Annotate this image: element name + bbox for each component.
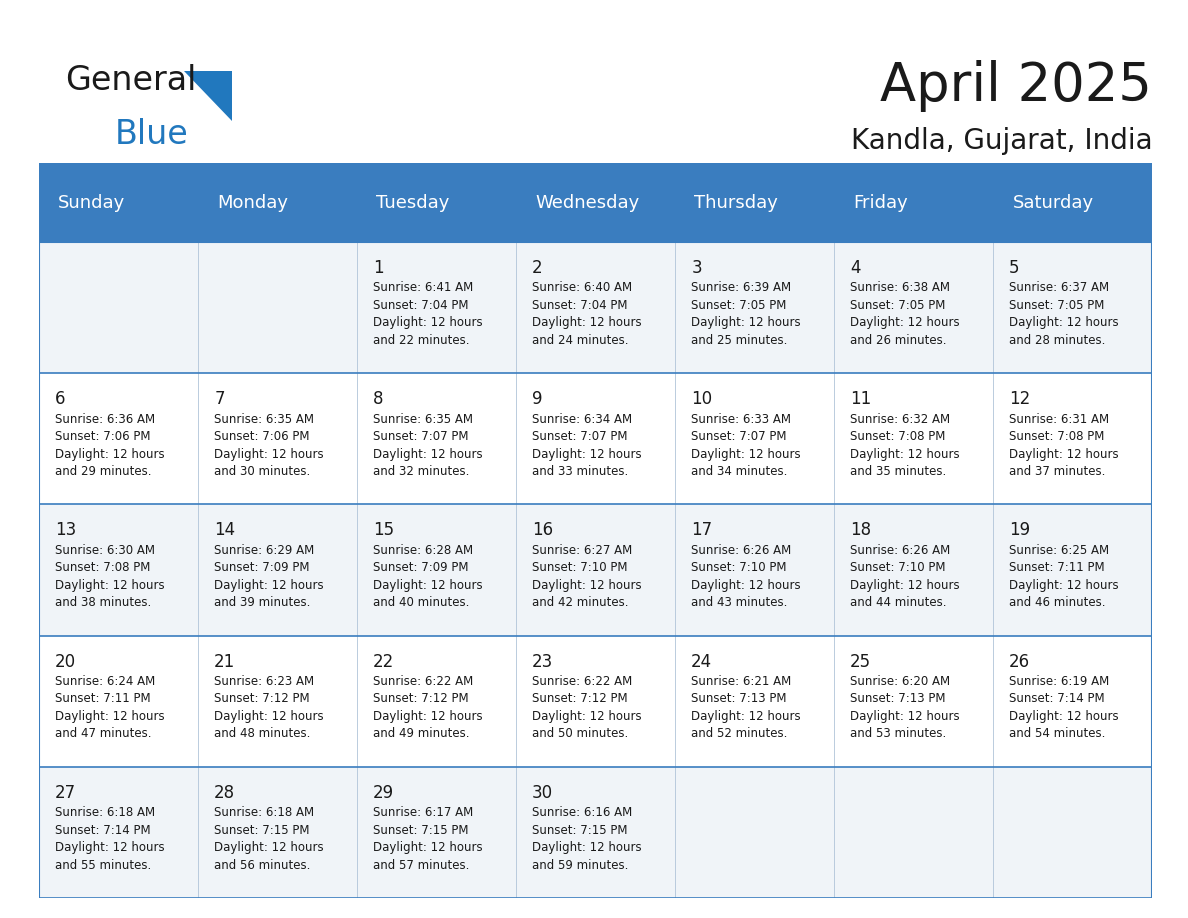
Text: 14: 14	[214, 521, 235, 540]
Text: 3: 3	[691, 259, 702, 277]
Text: 22: 22	[373, 653, 394, 670]
Text: Sunrise: 6:31 AM
Sunset: 7:08 PM
Daylight: 12 hours
and 37 minutes.: Sunrise: 6:31 AM Sunset: 7:08 PM Dayligh…	[1010, 412, 1119, 478]
Text: 16: 16	[532, 521, 554, 540]
Text: 4: 4	[851, 259, 861, 277]
Text: Sunrise: 6:16 AM
Sunset: 7:15 PM
Daylight: 12 hours
and 59 minutes.: Sunrise: 6:16 AM Sunset: 7:15 PM Dayligh…	[532, 806, 642, 871]
Text: 23: 23	[532, 653, 554, 670]
Text: 30: 30	[532, 784, 554, 801]
Text: Sunrise: 6:35 AM
Sunset: 7:07 PM
Daylight: 12 hours
and 32 minutes.: Sunrise: 6:35 AM Sunset: 7:07 PM Dayligh…	[373, 412, 482, 478]
Text: Blue: Blue	[115, 118, 189, 151]
Text: Sunrise: 6:33 AM
Sunset: 7:07 PM
Daylight: 12 hours
and 34 minutes.: Sunrise: 6:33 AM Sunset: 7:07 PM Dayligh…	[691, 412, 801, 478]
Text: 12: 12	[1010, 390, 1030, 409]
Bar	[39, 635, 1152, 767]
Text: Sunrise: 6:27 AM
Sunset: 7:10 PM
Daylight: 12 hours
and 42 minutes.: Sunrise: 6:27 AM Sunset: 7:10 PM Dayligh…	[532, 543, 642, 610]
Text: 8: 8	[373, 390, 384, 409]
Text: Sunrise: 6:30 AM
Sunset: 7:08 PM
Daylight: 12 hours
and 38 minutes.: Sunrise: 6:30 AM Sunset: 7:08 PM Dayligh…	[55, 543, 165, 610]
Text: General: General	[65, 64, 197, 97]
Text: Sunrise: 6:23 AM
Sunset: 7:12 PM
Daylight: 12 hours
and 48 minutes.: Sunrise: 6:23 AM Sunset: 7:12 PM Dayligh…	[214, 675, 324, 740]
Text: Sunrise: 6:21 AM
Sunset: 7:13 PM
Daylight: 12 hours
and 52 minutes.: Sunrise: 6:21 AM Sunset: 7:13 PM Dayligh…	[691, 675, 801, 740]
Text: Sunrise: 6:22 AM
Sunset: 7:12 PM
Daylight: 12 hours
and 50 minutes.: Sunrise: 6:22 AM Sunset: 7:12 PM Dayligh…	[532, 675, 642, 740]
Text: Sunrise: 6:40 AM
Sunset: 7:04 PM
Daylight: 12 hours
and 24 minutes.: Sunrise: 6:40 AM Sunset: 7:04 PM Dayligh…	[532, 282, 642, 347]
Text: 9: 9	[532, 390, 543, 409]
Bar	[39, 504, 1152, 635]
Text: 7: 7	[214, 390, 225, 409]
Text: 10: 10	[691, 390, 713, 409]
Text: Wednesday: Wednesday	[536, 194, 639, 212]
Text: 21: 21	[214, 653, 235, 670]
Text: 27: 27	[55, 784, 76, 801]
Text: Sunrise: 6:28 AM
Sunset: 7:09 PM
Daylight: 12 hours
and 40 minutes.: Sunrise: 6:28 AM Sunset: 7:09 PM Dayligh…	[373, 543, 482, 610]
Text: 19: 19	[1010, 521, 1030, 540]
Bar	[39, 163, 1152, 242]
Bar	[39, 374, 1152, 504]
Text: Sunrise: 6:18 AM
Sunset: 7:14 PM
Daylight: 12 hours
and 55 minutes.: Sunrise: 6:18 AM Sunset: 7:14 PM Dayligh…	[55, 806, 165, 871]
Text: 18: 18	[851, 521, 871, 540]
Text: 20: 20	[55, 653, 76, 670]
Text: Sunrise: 6:29 AM
Sunset: 7:09 PM
Daylight: 12 hours
and 39 minutes.: Sunrise: 6:29 AM Sunset: 7:09 PM Dayligh…	[214, 543, 324, 610]
Text: Sunrise: 6:18 AM
Sunset: 7:15 PM
Daylight: 12 hours
and 56 minutes.: Sunrise: 6:18 AM Sunset: 7:15 PM Dayligh…	[214, 806, 324, 871]
Text: Sunrise: 6:38 AM
Sunset: 7:05 PM
Daylight: 12 hours
and 26 minutes.: Sunrise: 6:38 AM Sunset: 7:05 PM Dayligh…	[851, 282, 960, 347]
Text: Sunrise: 6:20 AM
Sunset: 7:13 PM
Daylight: 12 hours
and 53 minutes.: Sunrise: 6:20 AM Sunset: 7:13 PM Dayligh…	[851, 675, 960, 740]
Text: 26: 26	[1010, 653, 1030, 670]
Text: Sunrise: 6:22 AM
Sunset: 7:12 PM
Daylight: 12 hours
and 49 minutes.: Sunrise: 6:22 AM Sunset: 7:12 PM Dayligh…	[373, 675, 482, 740]
Text: 15: 15	[373, 521, 394, 540]
Text: Sunrise: 6:26 AM
Sunset: 7:10 PM
Daylight: 12 hours
and 44 minutes.: Sunrise: 6:26 AM Sunset: 7:10 PM Dayligh…	[851, 543, 960, 610]
Text: Sunrise: 6:24 AM
Sunset: 7:11 PM
Daylight: 12 hours
and 47 minutes.: Sunrise: 6:24 AM Sunset: 7:11 PM Dayligh…	[55, 675, 165, 740]
Text: Sunrise: 6:36 AM
Sunset: 7:06 PM
Daylight: 12 hours
and 29 minutes.: Sunrise: 6:36 AM Sunset: 7:06 PM Dayligh…	[55, 412, 165, 478]
Text: 17: 17	[691, 521, 713, 540]
Bar	[39, 242, 1152, 374]
Text: Saturday: Saturday	[1012, 194, 1093, 212]
Text: Thursday: Thursday	[694, 194, 778, 212]
Text: Sunrise: 6:39 AM
Sunset: 7:05 PM
Daylight: 12 hours
and 25 minutes.: Sunrise: 6:39 AM Sunset: 7:05 PM Dayligh…	[691, 282, 801, 347]
Text: 1: 1	[373, 259, 384, 277]
Text: 29: 29	[373, 784, 394, 801]
Bar	[39, 767, 1152, 898]
Text: Friday: Friday	[853, 194, 908, 212]
Text: April 2025: April 2025	[880, 60, 1152, 112]
Text: Sunrise: 6:17 AM
Sunset: 7:15 PM
Daylight: 12 hours
and 57 minutes.: Sunrise: 6:17 AM Sunset: 7:15 PM Dayligh…	[373, 806, 482, 871]
Text: Sunrise: 6:41 AM
Sunset: 7:04 PM
Daylight: 12 hours
and 22 minutes.: Sunrise: 6:41 AM Sunset: 7:04 PM Dayligh…	[373, 282, 482, 347]
Text: Sunrise: 6:19 AM
Sunset: 7:14 PM
Daylight: 12 hours
and 54 minutes.: Sunrise: 6:19 AM Sunset: 7:14 PM Dayligh…	[1010, 675, 1119, 740]
Text: 11: 11	[851, 390, 872, 409]
Text: 6: 6	[55, 390, 65, 409]
Text: Sunrise: 6:35 AM
Sunset: 7:06 PM
Daylight: 12 hours
and 30 minutes.: Sunrise: 6:35 AM Sunset: 7:06 PM Dayligh…	[214, 412, 324, 478]
Text: 2: 2	[532, 259, 543, 277]
Text: Sunrise: 6:25 AM
Sunset: 7:11 PM
Daylight: 12 hours
and 46 minutes.: Sunrise: 6:25 AM Sunset: 7:11 PM Dayligh…	[1010, 543, 1119, 610]
Text: 25: 25	[851, 653, 871, 670]
Text: 5: 5	[1010, 259, 1019, 277]
Text: Sunrise: 6:37 AM
Sunset: 7:05 PM
Daylight: 12 hours
and 28 minutes.: Sunrise: 6:37 AM Sunset: 7:05 PM Dayligh…	[1010, 282, 1119, 347]
Text: 24: 24	[691, 653, 713, 670]
Text: 13: 13	[55, 521, 76, 540]
Text: 28: 28	[214, 784, 235, 801]
Text: Tuesday: Tuesday	[377, 194, 450, 212]
Text: Kandla, Gujarat, India: Kandla, Gujarat, India	[851, 127, 1152, 155]
Text: Sunday: Sunday	[58, 194, 126, 212]
Text: Sunrise: 6:32 AM
Sunset: 7:08 PM
Daylight: 12 hours
and 35 minutes.: Sunrise: 6:32 AM Sunset: 7:08 PM Dayligh…	[851, 412, 960, 478]
Polygon shape	[184, 71, 232, 121]
Text: Sunrise: 6:26 AM
Sunset: 7:10 PM
Daylight: 12 hours
and 43 minutes.: Sunrise: 6:26 AM Sunset: 7:10 PM Dayligh…	[691, 543, 801, 610]
Text: Sunrise: 6:34 AM
Sunset: 7:07 PM
Daylight: 12 hours
and 33 minutes.: Sunrise: 6:34 AM Sunset: 7:07 PM Dayligh…	[532, 412, 642, 478]
Text: Monday: Monday	[217, 194, 289, 212]
